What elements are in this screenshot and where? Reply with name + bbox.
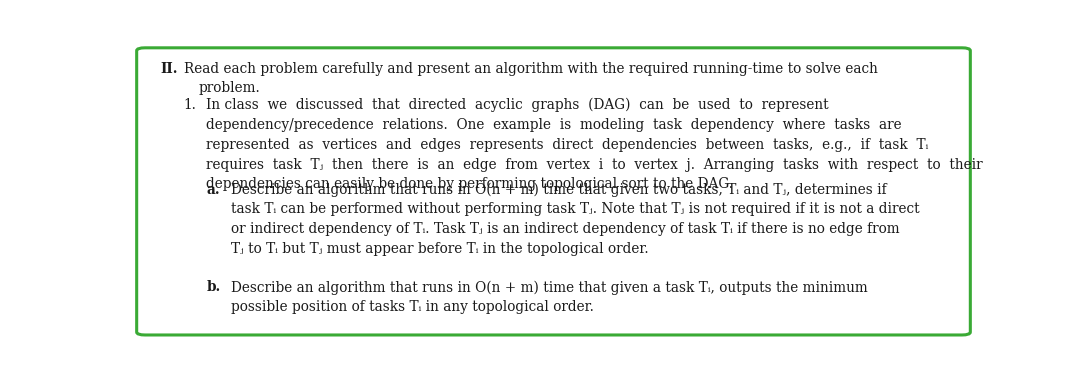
Text: Describe an algorithm that runs in O(n + m) time that given a task Tᵢ, outputs t: Describe an algorithm that runs in O(n +… [231,280,868,295]
Text: requires  task  Tⱼ  then  there  is  an  edge  from  vertex  i  to  vertex  j.  : requires task Tⱼ then there is an edge f… [206,158,983,172]
Text: b.: b. [206,280,220,294]
Text: possible position of tasks Tᵢ in any topological order.: possible position of tasks Tᵢ in any top… [231,300,594,314]
Text: Describe an algorithm that runs in O(n + m) time that given two tasks, Tᵢ and Tⱼ: Describe an algorithm that runs in O(n +… [231,183,887,197]
Text: dependencies can easily be done by performing topological sort to the DAG.: dependencies can easily be done by perfo… [206,177,733,191]
Text: task Tᵢ can be performed without performing task Tⱼ. Note that Tⱼ is not require: task Tᵢ can be performed without perform… [231,202,920,216]
Text: In class  we  discussed  that  directed  acyclic  graphs  (DAG)  can  be  used  : In class we discussed that directed acyc… [206,98,828,113]
Text: a.: a. [206,183,219,197]
FancyBboxPatch shape [137,48,970,335]
Text: Read each problem carefully and present an algorithm with the required running-t: Read each problem carefully and present … [184,61,877,75]
Text: or indirect dependency of Tᵢ. Task Tⱼ is an indirect dependency of task Tᵢ if th: or indirect dependency of Tᵢ. Task Tⱼ is… [231,222,900,236]
Text: 1.: 1. [184,98,197,112]
Text: represented  as  vertices  and  edges  represents  direct  dependencies  between: represented as vertices and edges repres… [206,138,929,152]
Text: II.: II. [160,61,177,75]
Text: dependency/precedence  relations.  One  example  is  modeling  task  dependency : dependency/precedence relations. One exa… [206,118,902,132]
Text: problem.: problem. [199,81,260,96]
Text: Tⱼ to Tᵢ but Tⱼ must appear before Tᵢ in the topological order.: Tⱼ to Tᵢ but Tⱼ must appear before Tᵢ in… [231,242,649,256]
